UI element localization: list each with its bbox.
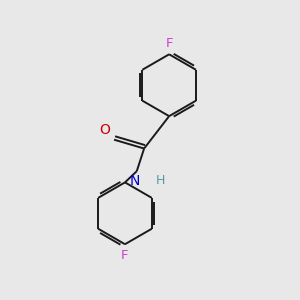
Text: N: N [130, 174, 140, 188]
Text: H: H [156, 174, 165, 187]
Text: F: F [121, 249, 129, 262]
Text: F: F [165, 37, 173, 50]
Text: O: O [99, 123, 110, 137]
